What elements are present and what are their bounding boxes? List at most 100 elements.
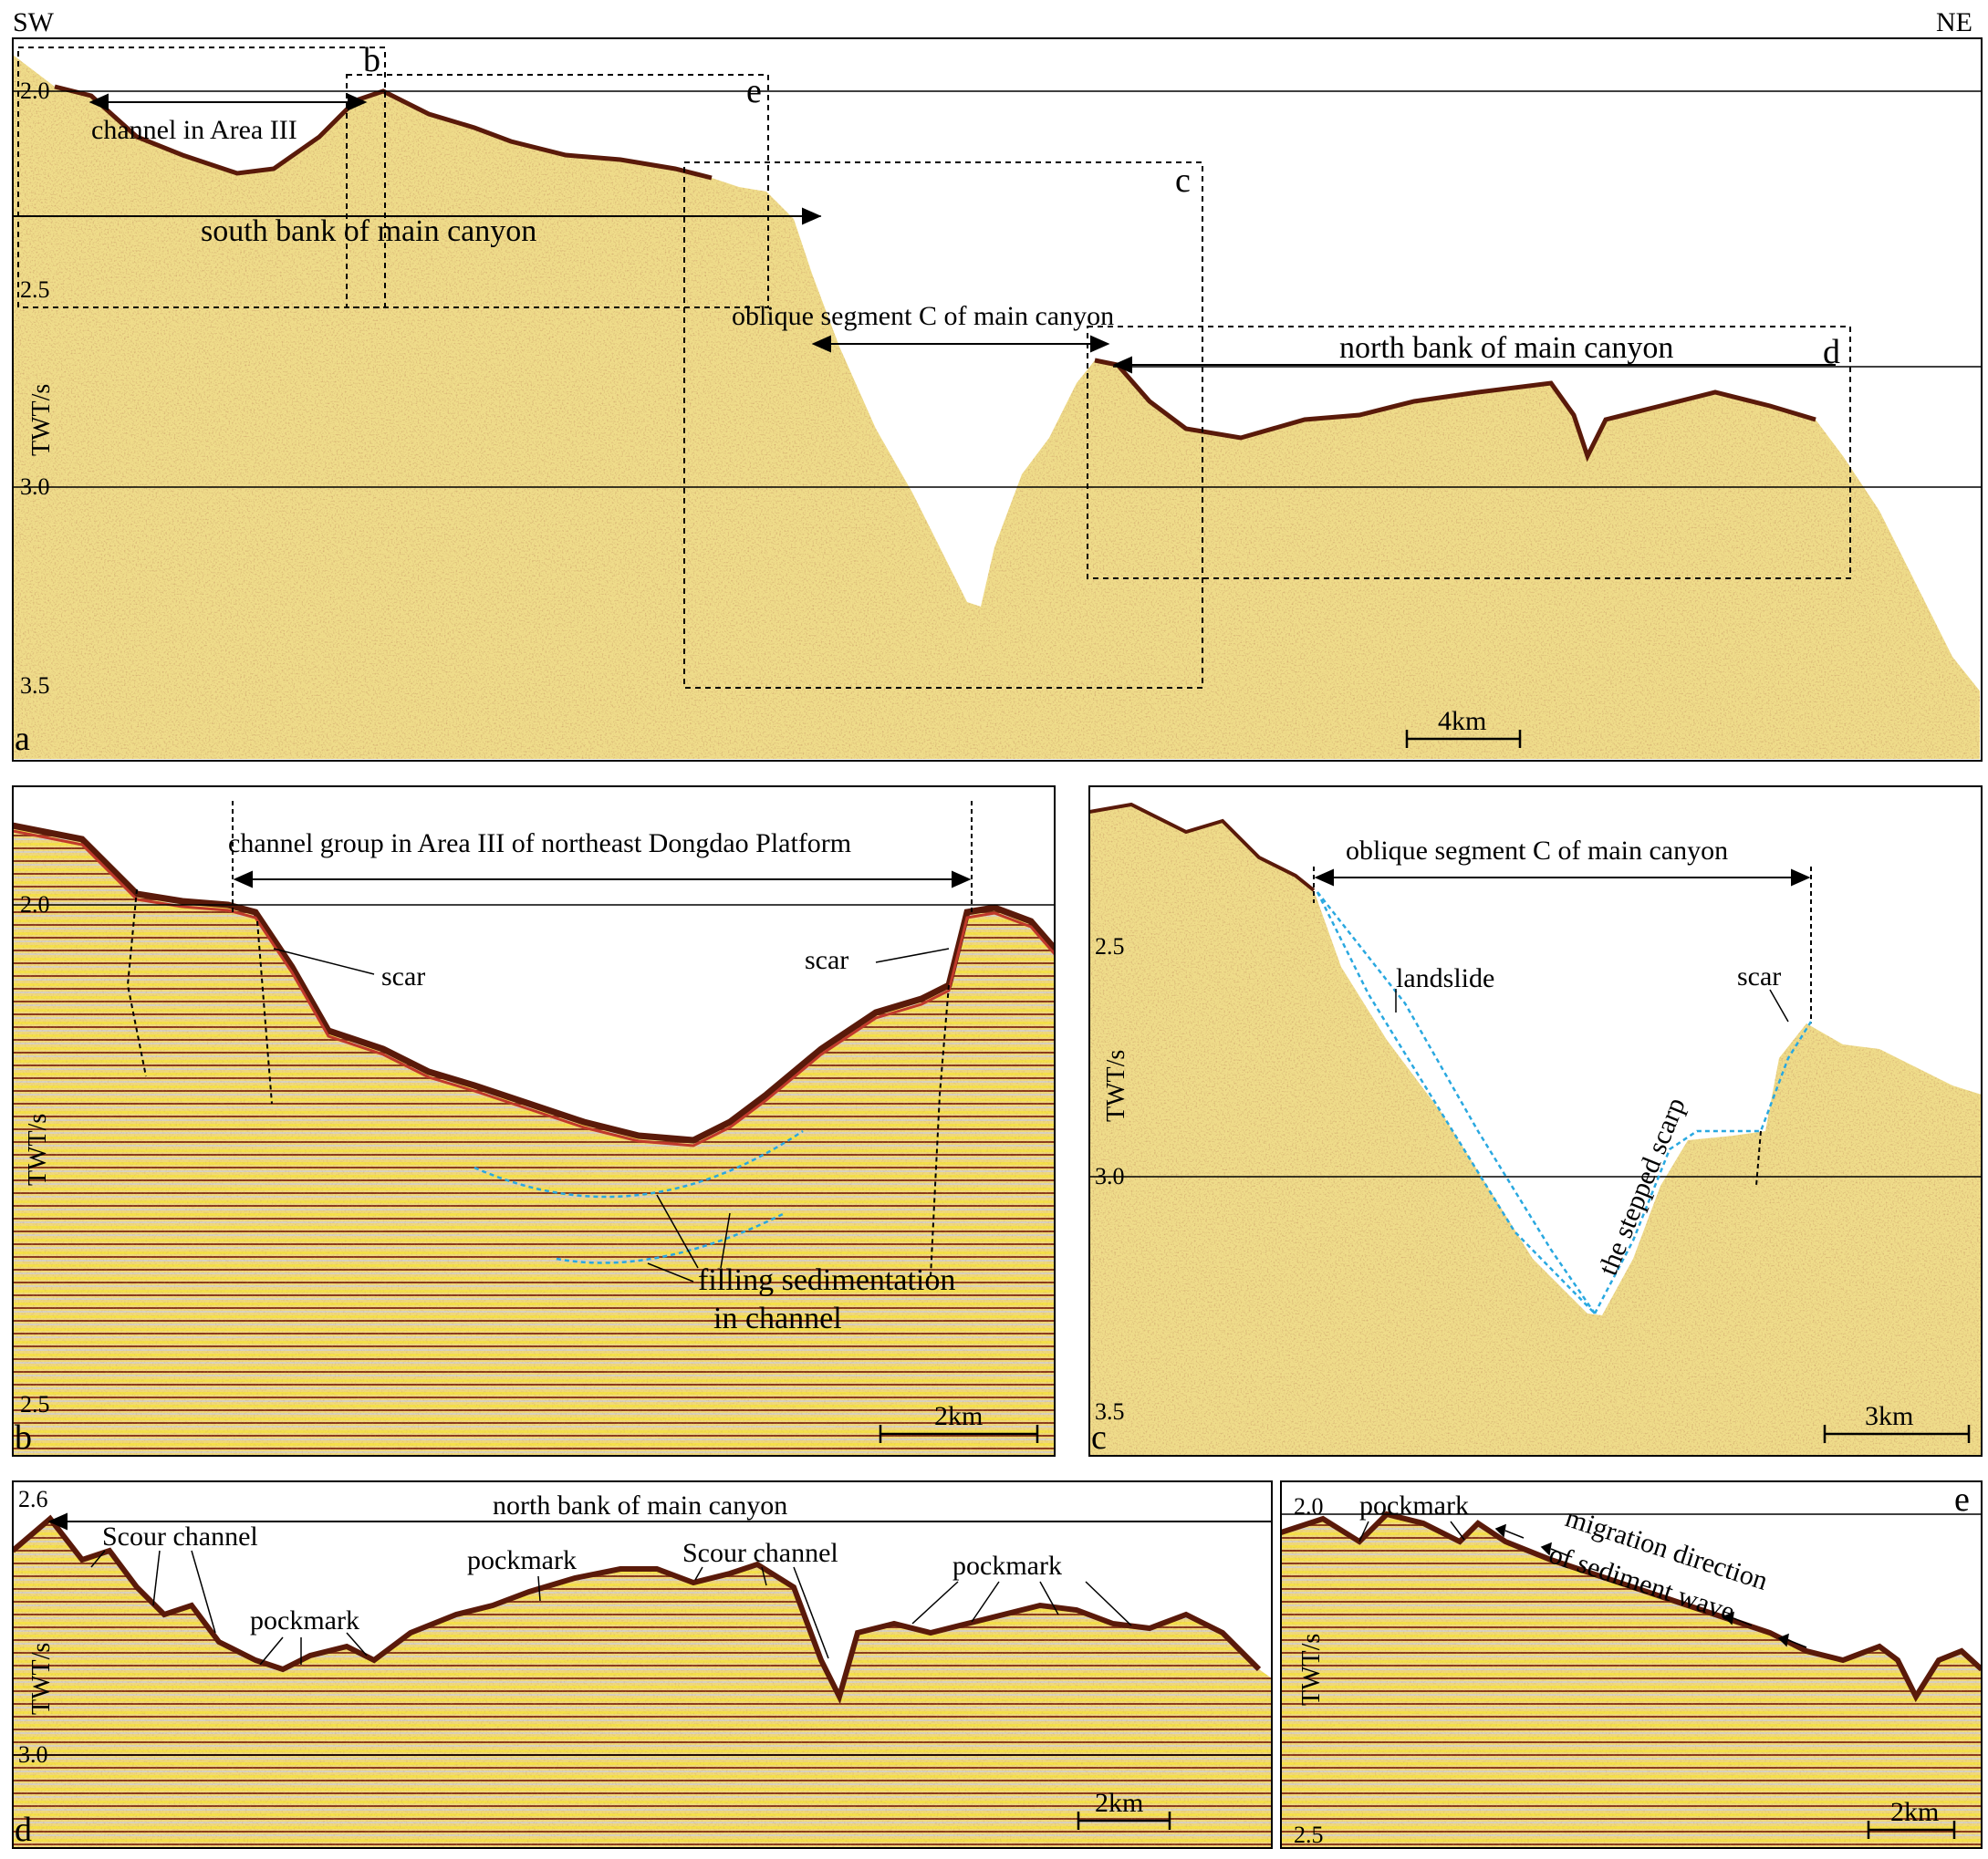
tick-a-3: 3.5 (20, 672, 50, 699)
label-d-title: north bank of main canyon (493, 1490, 787, 1521)
arrow-oblique (811, 335, 1110, 353)
panel-e: 2.0 2.5 TWT/s pockmark migration directi… (1280, 1480, 1983, 1849)
leader-scour-1b (152, 1550, 161, 1606)
channel-fill-outline-2 (556, 1211, 786, 1264)
label-landslide: landslide (1396, 963, 1494, 993)
scale-label-e: 2km (1890, 1797, 1939, 1827)
scale-bar-d (1077, 1812, 1171, 1830)
panel-letter-b: b (15, 1418, 32, 1457)
channel-fill-outline-1 (474, 1129, 804, 1199)
label-pockmark-2: pockmark (467, 1545, 577, 1575)
leader-filling-1 (656, 1194, 699, 1269)
leader-pockmark-1c (346, 1632, 368, 1656)
tick-c-2: 3.5 (1095, 1398, 1125, 1425)
panel-b: 2.0 2.5 TWT/s channel group in Area III … (12, 785, 1056, 1457)
axis-title-c: TWT/s (1102, 1050, 1130, 1122)
leader-scar-b1 (273, 948, 375, 975)
seafloor-reflector-c (1089, 802, 1316, 892)
tick-d-0: 2.6 (18, 1486, 48, 1512)
leader-pockmark-2 (537, 1575, 541, 1602)
scale-bar-a (1405, 730, 1522, 748)
arrow-c-title (1314, 868, 1811, 887)
arrow-south-bank (13, 207, 822, 225)
seismic-section-b (13, 822, 1055, 1456)
tick-e-0: 2.0 (1294, 1493, 1324, 1520)
arrow-channel (88, 93, 368, 111)
panel-a-frame (12, 37, 1983, 762)
seismic-section-a (13, 55, 1980, 759)
landslide-outline-2 (1317, 891, 1597, 1314)
tick-b-0: 2.0 (20, 891, 50, 918)
label-oblique-segment: oblique segment C of main canyon (732, 301, 1114, 331)
box-d (1087, 326, 1851, 579)
scale-bar-e (1867, 1821, 1956, 1839)
arrow-north-bank (1112, 356, 1836, 374)
orientation-sw: SW (13, 7, 55, 37)
panel-b-frame (12, 785, 1056, 1457)
arrow-b-title (233, 870, 972, 888)
box-label-c: c (1175, 161, 1191, 200)
seismic-section-e (1281, 1511, 1982, 1848)
box-label-d: d (1823, 333, 1840, 371)
label-pockmark-3: pockmark (952, 1551, 1062, 1581)
seafloor-reflector-b-red (13, 829, 1055, 1148)
scale-bar-c (1823, 1425, 1971, 1443)
leader-scour-1a (90, 1550, 106, 1568)
fault-b-1 (126, 888, 147, 1077)
leader-scour-1c (191, 1550, 216, 1634)
seafloor-reflector-e (1281, 1511, 1982, 1703)
label-scar-b1: scar (381, 961, 425, 992)
seismic-section-c (1089, 802, 1982, 1456)
orientation-ne: NE (1936, 7, 1972, 37)
label-filling-2: in channel (713, 1302, 842, 1335)
label-channel-area3: channel in Area III (91, 115, 297, 145)
panel-letter-e: e (1954, 1480, 1970, 1519)
tick-a-1: 2.5 (20, 276, 50, 303)
leader-filling-3 (647, 1262, 694, 1283)
panel-letter-d: d (15, 1811, 32, 1849)
seafloor-reflector-north (1094, 358, 1816, 462)
landslide-outline-1 (1316, 891, 1596, 1314)
label-scar-c: scar (1737, 961, 1781, 992)
tick-e-1: 2.5 (1294, 1822, 1324, 1848)
seafloor-reflector-south (54, 84, 713, 181)
leader-pockmark-3a (911, 1581, 959, 1625)
leader-pockmark-3c (1039, 1581, 1059, 1615)
arrow-d-title (47, 1512, 1272, 1531)
leader-scour-2b (761, 1566, 767, 1586)
label-c-title: oblique segment C of main canyon (1346, 836, 1728, 866)
scale-label-c: 3km (1865, 1401, 1913, 1431)
label-pockmark-1: pockmark (250, 1605, 359, 1636)
tick-a-2: 3.0 (20, 473, 50, 500)
panel-d: 2.6 3.0 TWT/s north bank of main canyon … (12, 1480, 1273, 1849)
tick-a-0: 2.0 (20, 78, 50, 104)
leader-scar-b2 (875, 948, 950, 963)
scale-label-a: 4km (1438, 706, 1486, 736)
leader-pockmark-3b (971, 1581, 1000, 1623)
box-label-e: e (746, 72, 762, 110)
tick-d-1: 3.0 (18, 1741, 48, 1768)
box-e (346, 74, 769, 308)
seismic-section-d (13, 1514, 1272, 1848)
label-scar-b2: scar (805, 945, 848, 975)
leader-pockmark-e2 (1450, 1521, 1465, 1541)
fault-b-3 (930, 984, 950, 1278)
label-scour-1: Scour channel (102, 1521, 258, 1552)
leader-scour-2a (694, 1566, 703, 1581)
scarp-outline (1593, 1021, 1813, 1314)
panel-d-frame (12, 1480, 1273, 1849)
leader-scour-2c (793, 1566, 829, 1659)
leader-scar-c (1769, 989, 1789, 1023)
axis-title-e: TWT/s (1297, 1634, 1326, 1706)
scale-label-d: 2km (1095, 1788, 1143, 1818)
tick-c-1: 3.0 (1095, 1163, 1125, 1189)
leader-filling-2 (720, 1212, 731, 1269)
leader-pockmark-3d (1085, 1581, 1132, 1626)
panel-letter-a: a (15, 720, 30, 758)
migration-arrows (1494, 1523, 1807, 1648)
panel-e-frame (1280, 1480, 1983, 1849)
label-scour-2: Scour channel (682, 1538, 838, 1568)
box-label-b: b (363, 41, 380, 79)
tick-c-0: 2.5 (1095, 933, 1125, 960)
